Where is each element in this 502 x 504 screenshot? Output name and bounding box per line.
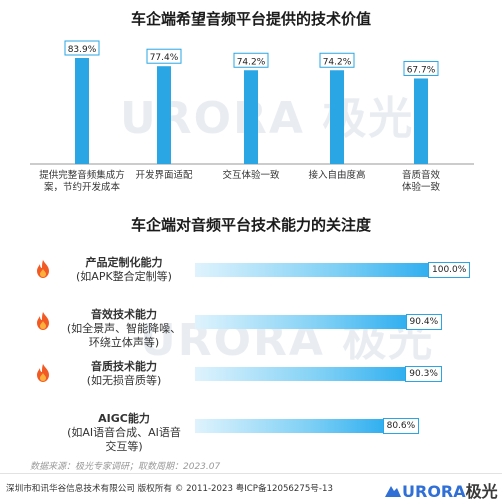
data-label-box — [64, 40, 100, 56]
category-sublabel: (如AI语音合成、AI语音交互等) — [67, 426, 181, 453]
category-title: 音效技术能力 — [91, 308, 157, 321]
brand-logo: URORA极光 — [384, 478, 498, 502]
category-title: 音质技术能力 — [91, 360, 157, 373]
flame-icon — [36, 260, 50, 282]
category-title: 产品定制化能力 — [85, 256, 163, 269]
category-label: 提供完整音频集成方 — [39, 169, 125, 181]
bar — [244, 70, 258, 164]
data-label: 67.7% — [407, 65, 436, 75]
data-label-box — [146, 48, 182, 64]
chart1-title: 车企端希望音频平台提供的技术价值 — [130, 10, 371, 28]
category-label: 音质音效 — [402, 169, 441, 181]
bar — [414, 78, 428, 164]
bar — [195, 315, 407, 329]
data-label: 83.9% — [68, 45, 97, 55]
category-label: 接入自由度高 — [308, 169, 365, 181]
source-note: 数据来源：极光专家调研；取数周期：2023.07 — [30, 462, 221, 472]
category-label: 开发界面适配 — [135, 169, 193, 181]
category-label: 产品定制化能力 (如APK整合定制等) — [62, 256, 186, 284]
data-label-box — [233, 52, 269, 68]
flame-icon — [36, 312, 50, 334]
category-label: 体验一致 — [402, 181, 441, 193]
logo-brand: URORA — [402, 482, 466, 501]
bar — [75, 58, 89, 164]
bar — [195, 367, 407, 381]
data-label-box — [403, 60, 439, 76]
footer-copyright: 深圳市和讯华谷信息技术有限公司 版权所有 © 2011-2023 粤ICP备12… — [6, 484, 333, 494]
data-label: 100.0% — [428, 262, 471, 278]
data-label: 80.6% — [382, 418, 420, 434]
category-sublabel: (如APK整合定制等) — [76, 270, 172, 283]
data-label: 74.2% — [323, 57, 352, 67]
logo-mark-icon — [385, 486, 401, 497]
category-sublabel: (如无损音质等) — [86, 374, 162, 387]
category-label: 音效技术能力 (如全景声、智能降噪、 环绕立体声等) — [62, 308, 186, 350]
category-title: AIGC能力 — [98, 412, 150, 425]
category-label: 案，节约开发成本 — [44, 181, 121, 193]
bar — [330, 70, 344, 164]
category-label: 交互体验一致 — [222, 169, 280, 181]
data-label: 90.3% — [405, 366, 442, 382]
category-label: AIGC能力 (如AI语音合成、AI语音交互等) — [62, 412, 186, 454]
data-label: 77.4% — [150, 53, 179, 63]
data-label: 90.4% — [405, 314, 443, 330]
logo-cn: 极光 — [465, 482, 498, 501]
category-sublabel: (如全景声、智能降噪、 — [66, 322, 182, 335]
chart2-title: 车企端对音频平台技术能力的关注度 — [130, 216, 371, 234]
category-label: 音质技术能力 (如无损音质等) — [62, 360, 186, 388]
data-label: 74.2% — [237, 57, 266, 67]
flame-icon — [36, 364, 50, 386]
data-label-box — [319, 52, 355, 68]
bar — [195, 263, 429, 277]
bar — [195, 419, 384, 433]
category-sublabel: 环绕立体声等) — [88, 336, 160, 349]
footer-divider — [0, 473, 502, 474]
bar — [157, 66, 171, 164]
